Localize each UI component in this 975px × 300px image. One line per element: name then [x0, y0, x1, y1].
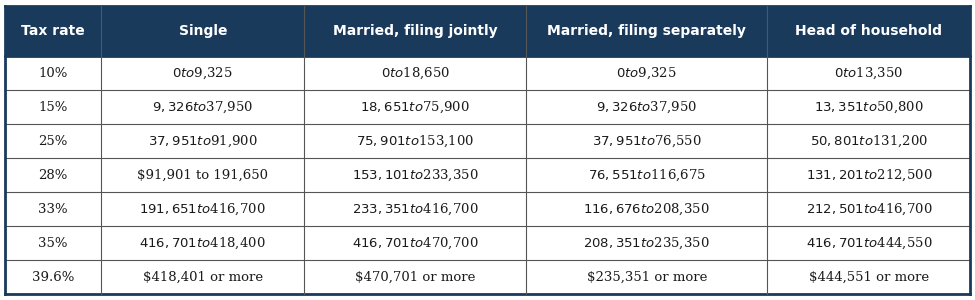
Text: 25%: 25%: [38, 135, 68, 148]
Text: $9,326 to $37,950: $9,326 to $37,950: [596, 100, 697, 115]
FancyBboxPatch shape: [767, 192, 970, 226]
Text: $191,651 to $416,700: $191,651 to $416,700: [139, 201, 266, 217]
FancyBboxPatch shape: [526, 192, 767, 226]
Text: $416,701 to $418,400: $416,701 to $418,400: [139, 236, 266, 251]
Text: $0 to $9,325: $0 to $9,325: [616, 66, 677, 81]
FancyBboxPatch shape: [526, 226, 767, 260]
Text: $131,201 to $212,500: $131,201 to $212,500: [805, 167, 932, 183]
FancyBboxPatch shape: [767, 124, 970, 158]
FancyBboxPatch shape: [304, 260, 526, 294]
FancyBboxPatch shape: [767, 226, 970, 260]
Text: $116,676 to $208,350: $116,676 to $208,350: [583, 201, 710, 217]
Text: $13,351 to $50,800: $13,351 to $50,800: [814, 100, 923, 115]
Text: $18,651 to $75,900: $18,651 to $75,900: [361, 100, 470, 115]
FancyBboxPatch shape: [304, 124, 526, 158]
FancyBboxPatch shape: [304, 158, 526, 192]
FancyBboxPatch shape: [5, 6, 101, 56]
FancyBboxPatch shape: [526, 90, 767, 124]
FancyBboxPatch shape: [101, 90, 304, 124]
Text: Head of household: Head of household: [796, 24, 942, 38]
Text: 39.6%: 39.6%: [32, 271, 74, 284]
FancyBboxPatch shape: [526, 260, 767, 294]
Text: $9,326 to $37,950: $9,326 to $37,950: [152, 100, 254, 115]
Text: $416,701 to $470,700: $416,701 to $470,700: [352, 236, 479, 251]
Text: $0 to $18,650: $0 to $18,650: [380, 66, 449, 81]
FancyBboxPatch shape: [101, 124, 304, 158]
FancyBboxPatch shape: [767, 56, 970, 90]
Text: $37,951 to $76,550: $37,951 to $76,550: [592, 134, 702, 149]
FancyBboxPatch shape: [101, 6, 304, 56]
Text: 35%: 35%: [38, 237, 68, 250]
Text: $233,351 to $416,700: $233,351 to $416,700: [352, 201, 479, 217]
Text: $212,501 to $416,700: $212,501 to $416,700: [805, 201, 932, 217]
FancyBboxPatch shape: [101, 56, 304, 90]
FancyBboxPatch shape: [526, 56, 767, 90]
FancyBboxPatch shape: [304, 226, 526, 260]
Text: $470,701 or more: $470,701 or more: [355, 271, 475, 284]
Text: $76,551 to $116,675: $76,551 to $116,675: [588, 167, 706, 183]
Text: $75, 901 to $153,100: $75, 901 to $153,100: [356, 134, 474, 149]
FancyBboxPatch shape: [5, 192, 101, 226]
FancyBboxPatch shape: [5, 158, 101, 192]
Text: $208,351 to $235,350: $208,351 to $235,350: [583, 236, 710, 251]
FancyBboxPatch shape: [101, 158, 304, 192]
Text: Married, filing separately: Married, filing separately: [547, 24, 746, 38]
Text: Single: Single: [178, 24, 227, 38]
Text: $153,101 to $233,350: $153,101 to $233,350: [352, 167, 479, 183]
Text: Tax rate: Tax rate: [21, 24, 85, 38]
FancyBboxPatch shape: [5, 226, 101, 260]
Text: $50,801 to $131,200: $50,801 to $131,200: [809, 134, 928, 149]
FancyBboxPatch shape: [101, 260, 304, 294]
FancyBboxPatch shape: [101, 226, 304, 260]
Text: $235,351 or more: $235,351 or more: [587, 271, 707, 284]
FancyBboxPatch shape: [767, 90, 970, 124]
FancyBboxPatch shape: [304, 6, 526, 56]
Text: 10%: 10%: [38, 67, 68, 80]
Text: $444,551 or more: $444,551 or more: [808, 271, 929, 284]
FancyBboxPatch shape: [5, 90, 101, 124]
Text: 28%: 28%: [38, 169, 68, 182]
Text: $416,701 to $444,550: $416,701 to $444,550: [805, 236, 932, 251]
FancyBboxPatch shape: [526, 158, 767, 192]
Text: 33%: 33%: [38, 202, 68, 216]
FancyBboxPatch shape: [5, 260, 101, 294]
FancyBboxPatch shape: [767, 260, 970, 294]
FancyBboxPatch shape: [526, 124, 767, 158]
FancyBboxPatch shape: [767, 6, 970, 56]
FancyBboxPatch shape: [5, 56, 101, 90]
Text: $37,951 to $91,900: $37,951 to $91,900: [148, 134, 257, 149]
Text: $0 to $9,325: $0 to $9,325: [173, 66, 233, 81]
FancyBboxPatch shape: [304, 56, 526, 90]
FancyBboxPatch shape: [526, 6, 767, 56]
Text: $418,401 or more: $418,401 or more: [142, 271, 263, 284]
FancyBboxPatch shape: [304, 90, 526, 124]
FancyBboxPatch shape: [304, 192, 526, 226]
Text: $91,901 to 191,650: $91,901 to 191,650: [137, 169, 268, 182]
Text: Married, filing jointly: Married, filing jointly: [332, 24, 497, 38]
FancyBboxPatch shape: [5, 124, 101, 158]
Text: 15%: 15%: [38, 101, 68, 114]
Text: $0 to $13,350: $0 to $13,350: [835, 66, 904, 81]
FancyBboxPatch shape: [767, 158, 970, 192]
FancyBboxPatch shape: [101, 192, 304, 226]
